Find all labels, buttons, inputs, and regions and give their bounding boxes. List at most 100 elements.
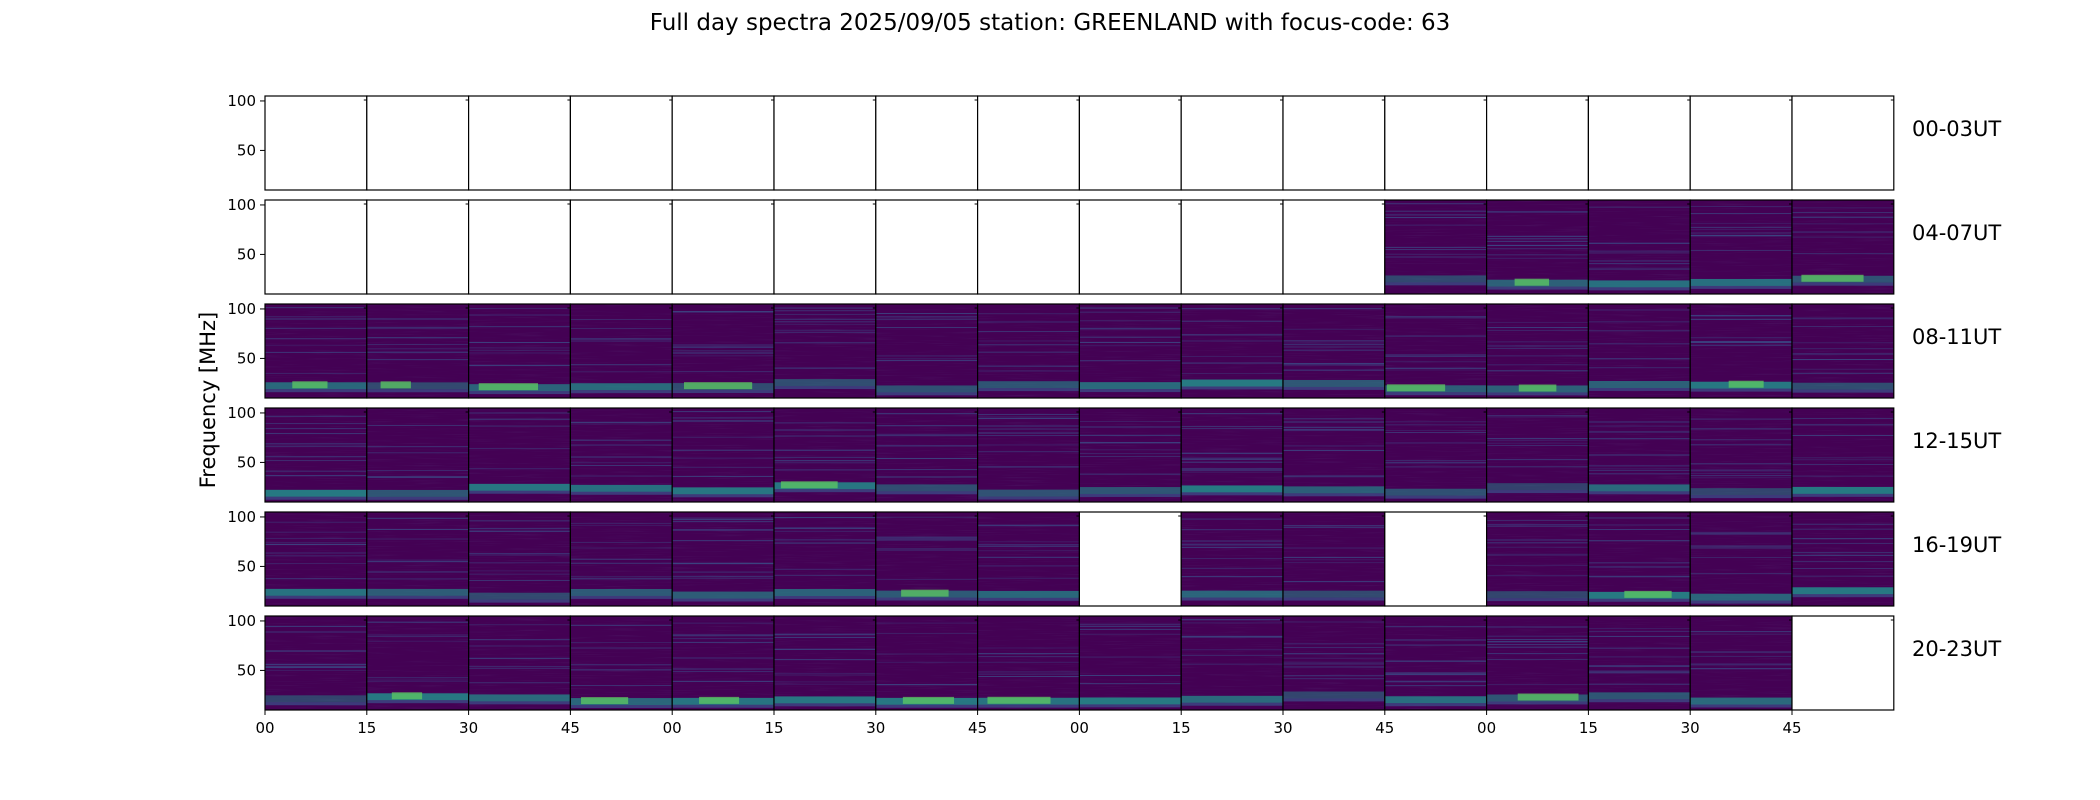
spectrum-line — [1384, 246, 1487, 248]
spectrum-line — [1588, 454, 1691, 456]
spectrum-line — [1283, 346, 1385, 348]
spectrum-line — [1792, 424, 1894, 426]
spectrum-line — [875, 549, 978, 551]
empty-panel — [1792, 616, 1894, 710]
spectrum-noise — [1384, 408, 1487, 502]
spectrum-burst — [1728, 380, 1764, 388]
row-label: 20-23UT — [1912, 637, 2001, 661]
spectrum-band — [1384, 696, 1487, 704]
spectrum-line — [366, 538, 469, 540]
spectrum-panel — [671, 615, 775, 711]
spectrum-line — [1588, 438, 1691, 440]
spectrum-line — [366, 337, 469, 339]
spectrum-line — [1181, 567, 1283, 569]
spectrum-line — [1690, 226, 1792, 228]
x-tick-label: 00 — [255, 719, 274, 737]
spectrum-line — [977, 577, 1080, 579]
spectrum-line — [1588, 250, 1691, 252]
spectrum-panel — [875, 95, 979, 191]
spectrum-line — [265, 625, 367, 627]
spectrum-line — [1181, 334, 1283, 336]
y-tick-label: 50 — [237, 349, 256, 367]
spectrum-line — [875, 445, 978, 447]
spectrum-line — [1384, 214, 1487, 216]
spectrum-line — [672, 350, 774, 352]
spectrum-noise — [265, 408, 367, 502]
spectrum-line — [1181, 622, 1283, 624]
spectrum-line — [265, 316, 367, 318]
spectrum-line — [1181, 428, 1283, 430]
spectrum-line — [570, 541, 673, 543]
spectrum-line — [875, 538, 978, 540]
spectrum-panel — [773, 303, 877, 399]
spectrum-band — [1283, 379, 1385, 387]
spectrum-panel — [1485, 303, 1589, 399]
spectrum-line — [977, 344, 1080, 346]
spectrum-line — [977, 416, 1080, 418]
spectrum-band — [1588, 491, 1691, 495]
spectrum-line — [1690, 475, 1792, 477]
spectrum-line — [1283, 426, 1385, 428]
empty-panel — [1283, 200, 1385, 294]
spectrum-panel — [1180, 615, 1284, 711]
spectrum-line — [1588, 647, 1691, 649]
labels-layer: 00-03UT 100 50 04-07UT 100 50 08-11UT 100 50 12-1… — [227, 92, 2001, 737]
spectrum-burst — [380, 381, 411, 389]
spectrum-line — [672, 577, 774, 579]
spectrum-panel — [264, 303, 368, 399]
spectrum-line — [1283, 364, 1385, 366]
spectrum-line — [672, 680, 774, 682]
spectrum-line — [774, 460, 876, 462]
empty-panel — [1079, 96, 1182, 190]
spectrum-line — [672, 346, 774, 348]
spectrum-line — [570, 439, 673, 441]
spectrum-band — [1384, 282, 1487, 286]
empty-panel — [977, 96, 1080, 190]
spectrum-line — [1283, 547, 1385, 549]
spectrum-line — [1486, 439, 1589, 441]
spectrum-line — [1588, 343, 1691, 345]
x-tick-label: 30 — [866, 719, 885, 737]
spectrum-line — [672, 668, 774, 670]
spectrum-line — [774, 318, 876, 320]
spectrum-line — [672, 311, 774, 313]
spectrum-noise — [468, 304, 571, 398]
spectrum-panel — [773, 407, 877, 503]
spectrum-band — [1588, 692, 1691, 700]
spectrum-line — [774, 323, 876, 325]
spectrum-line — [265, 428, 367, 430]
row-label: 16-19UT — [1912, 533, 2001, 557]
empty-panel — [366, 96, 469, 190]
spectrum-line — [1181, 558, 1283, 560]
spectrum-line — [774, 674, 876, 676]
empty-panel — [1690, 96, 1792, 190]
spectrum-line — [1690, 439, 1792, 441]
empty-panel — [1384, 96, 1487, 190]
spectrum-line — [1384, 368, 1487, 370]
spectrum-panel — [1078, 511, 1182, 607]
empty-panel — [570, 96, 673, 190]
spectrum-band — [1079, 697, 1182, 705]
x-tick-label: 30 — [1681, 719, 1700, 737]
spectrum-line — [672, 436, 774, 438]
spectrum-panel — [1587, 199, 1691, 295]
spectrum-line — [1079, 453, 1182, 455]
spectrum-line — [1181, 468, 1283, 470]
spectrum-line — [672, 575, 774, 577]
spectrum-line — [1690, 547, 1792, 549]
spectrum-band — [366, 700, 469, 704]
spectrum-line — [1792, 561, 1894, 563]
spectrum-line — [875, 318, 978, 320]
spectrum-line — [265, 537, 367, 539]
spectrum-line — [1486, 364, 1589, 366]
spectrum-noise — [1588, 200, 1691, 294]
spectrum-line — [1588, 672, 1691, 674]
spectrum-line — [1690, 341, 1792, 343]
spectrum-line — [265, 663, 367, 665]
spectrum-line — [1486, 415, 1589, 417]
spectrum-line — [1588, 268, 1691, 270]
spectrum-band — [1283, 486, 1385, 494]
row-label: 00-03UT — [1912, 117, 2001, 141]
spectrum-band — [774, 703, 876, 707]
spectrum-line — [366, 476, 469, 478]
